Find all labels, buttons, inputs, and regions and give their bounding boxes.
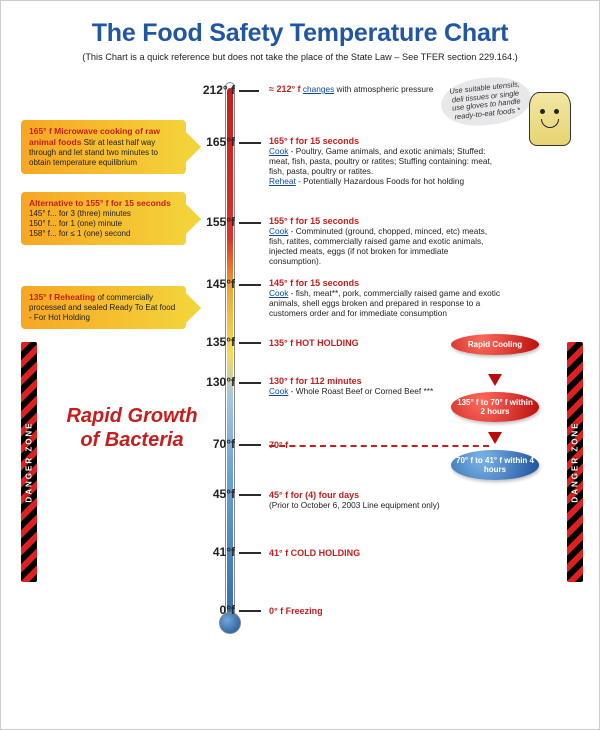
temp-tick: 155°f bbox=[239, 222, 261, 224]
temp-tick-label: 70°f bbox=[213, 437, 235, 451]
dashed-divider bbox=[269, 445, 489, 447]
instruction-arrow: 135° f Reheating of commercially process… bbox=[21, 286, 186, 329]
temp-description: 41° f COLD HOLDING bbox=[269, 548, 501, 559]
temp-tick-label: 212° f bbox=[203, 83, 235, 97]
temp-tick: 45°f bbox=[239, 494, 261, 496]
temp-description: 145° f for 15 secondsCook - fish, meat**… bbox=[269, 278, 501, 319]
thermometer-fill bbox=[227, 88, 233, 622]
instruction-arrow: Alternative to 155° f for 15 seconds 145… bbox=[21, 192, 186, 245]
temp-description: 165° f for 15 secondsCook - Poultry, Gam… bbox=[269, 136, 501, 187]
chart-title: The Food Safety Temperature Chart bbox=[21, 19, 579, 48]
danger-zone-bar-right: DANGER ZONE bbox=[567, 342, 583, 582]
temp-description: 45° f for (4) four days(Prior to October… bbox=[269, 490, 501, 511]
temp-tick: 212° f bbox=[239, 90, 259, 92]
temp-tick: 70°f bbox=[239, 444, 261, 446]
cooling-arrow-icon bbox=[488, 374, 502, 386]
danger-zone-label: DANGER ZONE bbox=[25, 421, 34, 502]
glove-icon bbox=[529, 92, 571, 146]
danger-zone-label: DANGER ZONE bbox=[571, 421, 580, 502]
instruction-arrow: 165° f Microwave cooking of raw animal f… bbox=[21, 120, 186, 174]
temp-tick-label: 45°f bbox=[213, 487, 235, 501]
cooling-step2-bubble: 70° f to 41° f within 4 hours bbox=[451, 450, 539, 480]
temp-tick-label: 0°f bbox=[220, 603, 235, 617]
chart-subtitle: (This Chart is a quick reference but doe… bbox=[21, 52, 579, 62]
cooling-step1-bubble: 135° f to 70° f within 2 hours bbox=[451, 392, 539, 422]
temp-tick: 130°f bbox=[239, 382, 261, 384]
temp-description: 155° f for 15 secondsCook - Comminuted (… bbox=[269, 216, 501, 267]
cooling-arrow-icon bbox=[488, 432, 502, 444]
danger-zone-bar-left: DANGER ZONE bbox=[21, 342, 37, 582]
temp-tick: 135°f bbox=[239, 342, 261, 344]
temp-description: ≈ 212° f changes with atmospheric pressu… bbox=[269, 84, 501, 95]
thermometer bbox=[219, 82, 241, 646]
temp-tick-label: 130°f bbox=[206, 375, 235, 389]
temp-tick: 145°f bbox=[239, 284, 261, 286]
rapid-cooling-bubble: Rapid Cooling bbox=[451, 334, 539, 355]
temp-tick-label: 41°f bbox=[213, 545, 235, 559]
temp-tick: 0°f bbox=[239, 610, 261, 612]
temp-tick: 41°f bbox=[239, 552, 261, 554]
temp-tick-label: 145°f bbox=[206, 277, 235, 291]
temp-description: 0° f Freezing bbox=[269, 606, 501, 617]
glove-callout-text: Use suitable utensils, deli tissues or s… bbox=[439, 73, 533, 129]
chart-area: Use suitable utensils, deli tissues or s… bbox=[1, 74, 599, 674]
temp-tick-label: 135°f bbox=[206, 335, 235, 349]
rapid-growth-text: Rapid Growth of Bacteria bbox=[57, 404, 207, 452]
temp-description: 130° f for 112 minutesCook - Whole Roast… bbox=[269, 376, 501, 397]
temp-tick: 165°f bbox=[239, 142, 261, 144]
